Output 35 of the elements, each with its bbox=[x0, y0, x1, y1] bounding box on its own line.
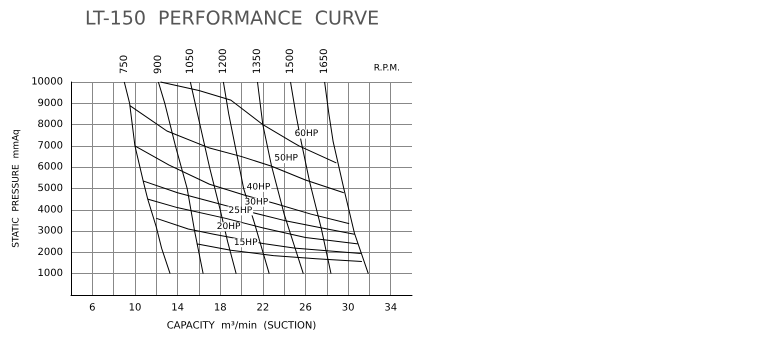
y-tick-label: 2000 bbox=[38, 246, 63, 258]
x-tick-label: 18 bbox=[214, 302, 227, 314]
x-tick-label: 10 bbox=[128, 302, 142, 314]
text: R.P.M. bbox=[374, 64, 400, 74]
chart-title: LT-150 PERFORMANCE CURVE bbox=[85, 8, 380, 30]
annotation: 50HP bbox=[274, 154, 299, 164]
y-axis-title: STATIC PRESSURE mmAq bbox=[12, 129, 22, 248]
text: 1350 bbox=[252, 48, 263, 74]
text: 1650 bbox=[319, 48, 330, 74]
x-tick-label: 22 bbox=[256, 302, 270, 314]
annotation: 15HP bbox=[234, 238, 258, 248]
y-tick-label: 7000 bbox=[38, 140, 63, 152]
x-tick-label: 26 bbox=[299, 302, 312, 314]
text: 900 bbox=[152, 54, 164, 74]
annotation: 40HP bbox=[246, 182, 271, 192]
y-tick-label: 1000 bbox=[38, 268, 63, 280]
annotation: 60HP bbox=[294, 129, 319, 140]
text: 750 bbox=[118, 54, 130, 74]
text: 1500 bbox=[285, 48, 296, 74]
y-tick-label: 8000 bbox=[38, 119, 63, 130]
x-axis-title: CAPACITY m³/min (SUCTION) bbox=[166, 320, 316, 332]
annotation: 30HP bbox=[244, 197, 269, 208]
annotation: 20HP bbox=[216, 222, 242, 232]
y-tick-label: 9000 bbox=[38, 98, 63, 109]
x-tick-label: 30 bbox=[342, 302, 354, 314]
y-tick-label: 5000 bbox=[38, 183, 63, 194]
x-tick-label: 34 bbox=[384, 302, 398, 314]
y-tick-label: 3000 bbox=[38, 226, 63, 237]
y-tick-label: 6000 bbox=[38, 162, 63, 173]
y-tick-label: 4000 bbox=[38, 204, 63, 216]
y-tick-label: 10000 bbox=[31, 76, 63, 88]
text: 1050 bbox=[184, 48, 196, 74]
x-tick-label: 14 bbox=[171, 302, 184, 314]
text: 1200 bbox=[218, 48, 229, 74]
x-tick-label: 6 bbox=[89, 302, 96, 314]
